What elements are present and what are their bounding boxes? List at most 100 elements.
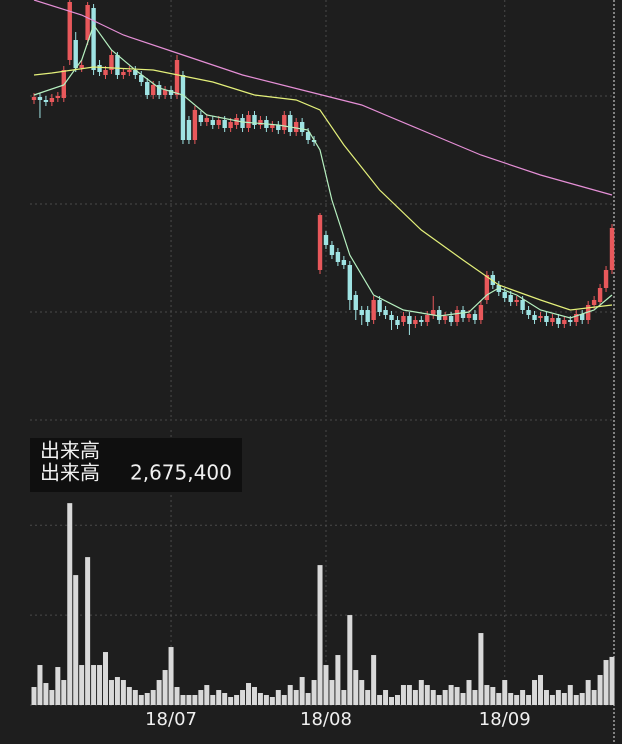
volume-bar [603,660,609,705]
volume-bar [257,693,263,705]
candle-body [568,320,573,322]
volume-bar [484,685,490,705]
volume-bar [597,675,603,705]
volume-bar [460,693,466,705]
volume-bar [359,680,365,705]
candle-body [97,65,102,72]
volume-bar [478,633,484,705]
volume-bar [210,695,216,705]
candle-body [198,115,204,122]
candle-body [323,235,329,245]
candle-body [532,315,537,320]
candle-body [252,115,257,125]
candle-body [145,82,150,95]
volume-bar [466,680,472,705]
candle-body [377,300,382,312]
candle-body [210,120,215,125]
volume-bar [61,680,67,705]
volume-title: 出来高 [40,439,100,463]
volume-bar [311,680,317,705]
volume-bar [263,695,269,705]
volume-bar [383,690,389,705]
candle-body [448,316,454,322]
candle-body [526,310,531,315]
candle-body [204,118,210,122]
candle-body [353,295,358,310]
volume-bar [234,695,240,705]
candle-body [389,315,394,320]
candle-body [246,115,251,128]
volume-bar [293,690,299,705]
candle-body [115,55,120,75]
candle-body [91,8,96,70]
candle-body [103,70,108,75]
moving-average [33,23,613,319]
volume-bar [174,687,180,705]
candle-body [276,125,281,130]
candle-body [419,320,424,322]
candle-body [85,5,90,40]
volume-bar [246,683,252,705]
volume-bar [585,680,591,705]
volume-bar [126,687,132,705]
candle-body [472,314,478,320]
candle-body [556,318,561,324]
candle-body [490,275,496,285]
volume-bar [180,695,186,705]
x-tick-label: 18/09 [479,709,531,730]
candle-body [270,125,275,128]
volume-bar [609,656,615,705]
volume-bar [418,680,424,705]
candle-body [413,320,418,324]
candle-body [335,252,341,262]
candle-body [317,215,323,270]
volume-bar [192,695,198,705]
volume-bar [120,680,126,705]
volume-bar [448,685,454,705]
volume-bar [305,693,311,705]
volume-bar [555,690,561,705]
volume-bar [114,677,120,705]
candle-body [407,316,412,324]
volume-bar [406,685,412,705]
candle-body [133,70,138,75]
candle-body [365,310,370,322]
candle-body [431,310,436,315]
candle-body [73,40,78,68]
volume-bar [394,695,400,705]
volume-bar [299,677,305,705]
volume-bar [573,695,579,705]
candle-body [442,316,448,320]
candle-body [174,60,180,95]
volume-bar [43,683,49,705]
moving-average [33,0,613,196]
candle-body [127,70,132,72]
volume-bar [186,695,192,705]
volume-bar [341,690,347,705]
volume-bar [549,695,555,705]
volume-bar [520,690,526,705]
candle-body [150,85,156,95]
candle-body [180,75,186,140]
candle-body [484,275,490,300]
candle-body [162,90,168,95]
candle-body [401,316,406,322]
candle-body [436,310,442,320]
volume-bar [424,685,430,705]
volume-bar [269,697,275,705]
volume-bar [508,693,514,705]
volume-bar [97,665,103,705]
candle-body [383,310,388,315]
candle-body [460,310,466,318]
volume-bar [198,690,204,705]
candle-body [37,97,43,100]
candle-body [43,100,49,102]
volume-bar [537,675,543,705]
candle-body [603,270,609,288]
volume-bar [365,690,371,705]
candle-body [216,120,221,125]
candle-body [240,118,245,128]
candle-body [508,295,513,302]
volume-bar [502,680,508,705]
